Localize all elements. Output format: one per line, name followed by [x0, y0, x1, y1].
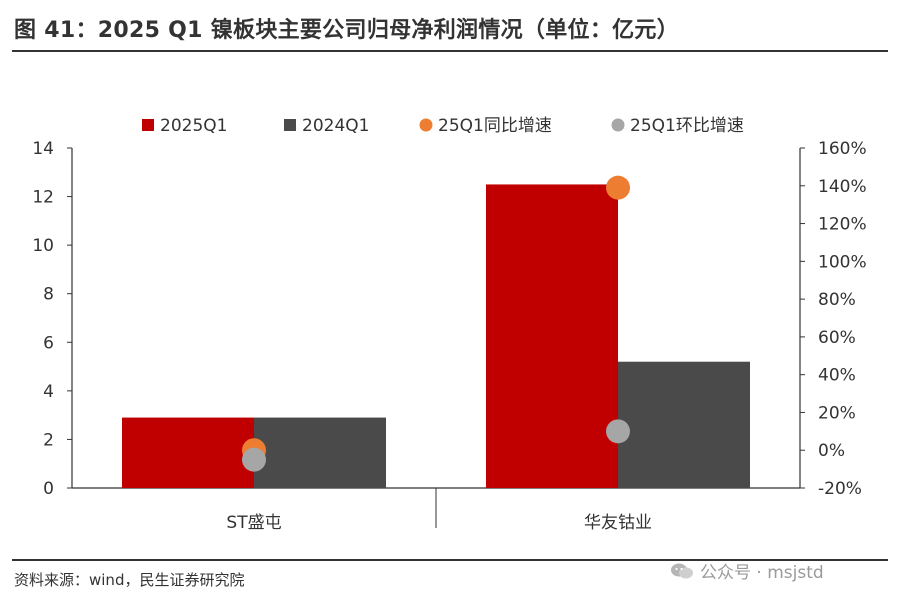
y2-tick-label: 40% — [818, 366, 856, 386]
bar — [122, 417, 254, 488]
y2-tick-label: 140% — [818, 177, 867, 197]
legend-marker — [419, 118, 433, 132]
y-tick-label: 8 — [43, 285, 54, 305]
figure-title: 图 41：2025 Q1 镍板块主要公司归母净利润情况（单位：亿元） — [14, 18, 680, 43]
y2-tick-label: 0% — [818, 441, 845, 461]
y2-tick-label: -20% — [818, 479, 862, 499]
legend-label: 25Q1环比增速 — [630, 116, 744, 136]
y2-tick-label: 160% — [818, 139, 867, 159]
wechat-icon — [671, 563, 693, 578]
legend-swatch — [142, 119, 154, 131]
y2-tick-label: 120% — [818, 215, 867, 235]
x-tick-label: ST盛屯 — [226, 513, 281, 533]
title-divider — [12, 50, 888, 52]
y-tick-label: 12 — [32, 188, 54, 208]
y-tick-label: 14 — [32, 139, 54, 159]
y2-tick-label: 100% — [818, 252, 867, 272]
scatter-point — [606, 175, 630, 200]
x-tick-label: 华友钴业 — [584, 513, 652, 533]
legend-marker — [611, 118, 625, 132]
legend-swatch — [284, 119, 296, 131]
bar — [486, 184, 618, 488]
y-tick-label: 6 — [43, 333, 54, 353]
source-divider — [12, 559, 888, 561]
y2-tick-label: 80% — [818, 290, 856, 310]
bar — [618, 361, 750, 488]
y-tick-label: 10 — [32, 236, 54, 256]
y2-tick-label: 60% — [818, 328, 856, 348]
legend-label: 2025Q1 — [160, 116, 227, 136]
scatter-point — [242, 447, 266, 472]
legend-label: 2024Q1 — [302, 116, 369, 136]
watermark: 公众号 · msjstd — [670, 558, 824, 583]
legend-label: 25Q1同比增速 — [438, 116, 552, 136]
y-tick-label: 4 — [43, 382, 54, 402]
source-note: 资料来源：wind，民生证券研究院 — [14, 571, 245, 589]
bar — [254, 417, 386, 488]
y-tick-label: 2 — [43, 430, 54, 450]
y2-tick-label: 20% — [818, 403, 856, 423]
scatter-point — [606, 419, 630, 444]
watermark-text: 公众号 · msjstd — [700, 563, 824, 583]
y-tick-label: 0 — [43, 479, 54, 499]
